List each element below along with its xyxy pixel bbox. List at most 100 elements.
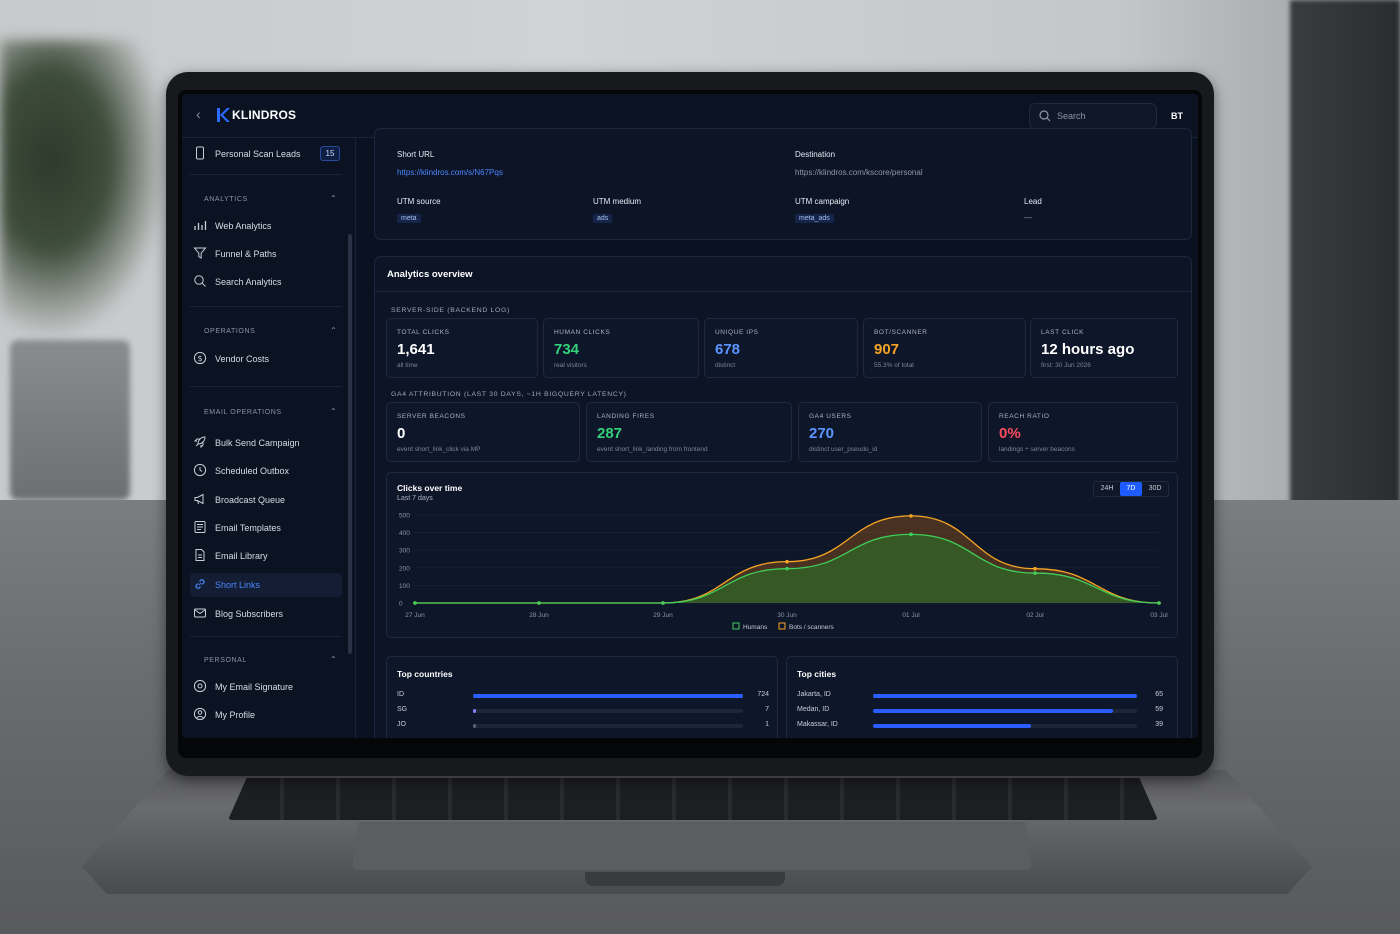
sidebar-item-short-links[interactable]: Short Links (190, 573, 342, 597)
bar-label: Jakarta, ID (797, 691, 831, 698)
user-icon (193, 707, 207, 721)
data-point (1033, 571, 1037, 575)
data-point (909, 532, 913, 537)
stat-reach-ratio: REACH RATIO 0% landings ÷ server beacons (988, 402, 1178, 462)
bar-fill (473, 724, 476, 728)
series-area (415, 534, 1159, 603)
chevron-up-icon[interactable]: ⌃ (330, 194, 337, 203)
y-tick-label: 100 (399, 583, 410, 590)
section-title-personal: PERSONAL (204, 657, 247, 664)
y-tick-label: 300 (399, 548, 410, 555)
sidebar-item-blog-subscribers[interactable]: Blog Subscribers (190, 602, 342, 626)
clicks-chart-card: Clicks over time Last 7 days 24H 7D 30D … (386, 472, 1178, 638)
chevron-up-icon[interactable]: ⌃ (330, 326, 337, 335)
chart-title: Clicks over time (397, 483, 463, 493)
background-pot (10, 340, 130, 500)
short-url-link[interactable]: https://klindros.com/s/N67Pqs (397, 168, 503, 177)
background-shelf (1290, 0, 1400, 520)
sidebar-item-label: Broadcast Queue (215, 495, 286, 505)
bar-fill (873, 724, 1032, 728)
sidebar-item-vendor-costs[interactable]: $ Vendor Costs (190, 347, 342, 371)
stat-title: UNIQUE IPS (715, 329, 759, 336)
stat-value: 0% (999, 425, 1021, 442)
stat-subtitle: event short_link_click via MP (397, 446, 481, 453)
stat-value: 907 (874, 341, 900, 358)
chart-subtitle: Last 7 days (397, 495, 433, 502)
sidebar-item-personal-scan-leads[interactable]: Personal Scan Leads 15 (190, 142, 342, 166)
chevron-up-icon[interactable]: ⌃ (330, 655, 337, 664)
sidebar-scrollbar[interactable] (348, 234, 352, 654)
top-countries-card: Top countries ID 724 SG 7 JO 1 (386, 656, 778, 738)
stat-value: 678 (715, 341, 741, 358)
x-tick-label: 30 Jun (777, 612, 797, 619)
bar-fill (873, 709, 1113, 713)
sidebar-item-bulk-send-campaign[interactable]: Bulk Send Campaign (190, 431, 342, 455)
sidebar-item-email-templates[interactable]: Email Templates (190, 516, 342, 540)
legend-label: Humans (743, 624, 768, 631)
search-input[interactable]: Search (1029, 103, 1157, 129)
data-point (785, 566, 789, 571)
stat-value: 1,641 (397, 341, 435, 358)
utm-source-label: UTM source (397, 197, 441, 206)
sidebar-item-funnel-paths[interactable]: Funnel & Paths (190, 242, 342, 266)
sidebar-item-label: Web Analytics (215, 221, 272, 231)
sidebar-item-label: My Email Signature (215, 682, 294, 692)
range-24h-button[interactable]: 24H (1100, 485, 1114, 492)
bar-value: 724 (757, 691, 769, 698)
sidebar-item-web-analytics[interactable]: Web Analytics (190, 214, 342, 238)
sidebar-item-label: Bulk Send Campaign (215, 438, 300, 448)
stat-value: 287 (597, 425, 623, 442)
stat-value: 12 hours ago (1041, 341, 1135, 358)
back-chevron-icon[interactable]: ‹ (196, 106, 201, 122)
stat-title: LANDING FIRES (597, 413, 655, 420)
range-toggle: 24H 7D 30D (1093, 481, 1169, 497)
lead-label: Lead (1024, 197, 1042, 206)
avatar[interactable]: BT (1171, 111, 1183, 121)
y-tick-label: 0 (399, 601, 403, 608)
bar-value: 59 (1155, 706, 1163, 713)
divider (190, 386, 342, 387)
bar-label: SG (397, 706, 408, 713)
sidebar-item-my-email-signature[interactable]: My Email Signature (190, 675, 342, 699)
stat-value: 270 (809, 425, 835, 442)
stat-subtitle: 55.3% of total (874, 362, 914, 369)
sidebar-item-search-analytics[interactable]: Search Analytics (190, 270, 342, 294)
sidebar-item-broadcast-queue[interactable]: Broadcast Queue (190, 488, 342, 512)
stat-landing-fires: LANDING FIRES 287 event short_link_landi… (586, 402, 792, 462)
sidebar-item-label: Scheduled Outbox (215, 466, 290, 476)
utm-campaign-label: UTM campaign (795, 197, 850, 206)
sidebar-item-email-library[interactable]: Email Library (190, 544, 342, 568)
data-point (413, 601, 417, 605)
bar-value: 65 (1155, 691, 1163, 698)
sidebar-item-my-profile[interactable]: My Profile (190, 703, 342, 727)
bar-fill (873, 694, 1137, 698)
sidebar-item-label: My Profile (215, 710, 256, 720)
stat-server-beacons: SERVER BEACONS 0 event short_link_click … (386, 402, 580, 462)
stat-human-clicks: HUMAN CLICKS 734 real visitors (543, 318, 699, 378)
sidebar-item-scheduled-outbox[interactable]: Scheduled Outbox (190, 459, 342, 483)
stat-value: 734 (554, 341, 580, 358)
divider (190, 174, 342, 175)
range-30d-button[interactable]: 30D (1148, 485, 1162, 492)
chevron-up-icon[interactable]: ⌃ (330, 407, 337, 416)
utm-medium-label: UTM medium (593, 197, 642, 206)
range-7d-button[interactable]: 7D (1120, 482, 1142, 496)
legend-swatch (778, 622, 786, 630)
count-badge: 15 (320, 146, 340, 161)
search-icon (1039, 110, 1051, 122)
stat-title: TOTAL CLICKS (397, 329, 450, 336)
link-icon (195, 579, 205, 589)
sidebar-item-label: Email Library (215, 551, 268, 561)
divider (375, 291, 1191, 292)
top-cities-card: Top cities Jakarta, ID 65 Medan, ID 59 Makas… (786, 656, 1178, 738)
section-title-email-operations: EMAIL OPERATIONS (204, 409, 282, 416)
stat-title: BOT/SCANNER (874, 329, 928, 336)
stat-last-click: LAST CLICK 12 hours ago first: 30 Jun 20… (1030, 318, 1178, 378)
top-countries-title: Top countries (397, 669, 453, 679)
data-point (537, 601, 541, 605)
sidebar-item-label: Short Links (215, 580, 261, 590)
stat-value: 0 (397, 425, 406, 442)
x-tick-label: 01 Jul (902, 612, 920, 619)
y-tick-label: 200 (399, 565, 410, 572)
data-point (1033, 566, 1037, 571)
